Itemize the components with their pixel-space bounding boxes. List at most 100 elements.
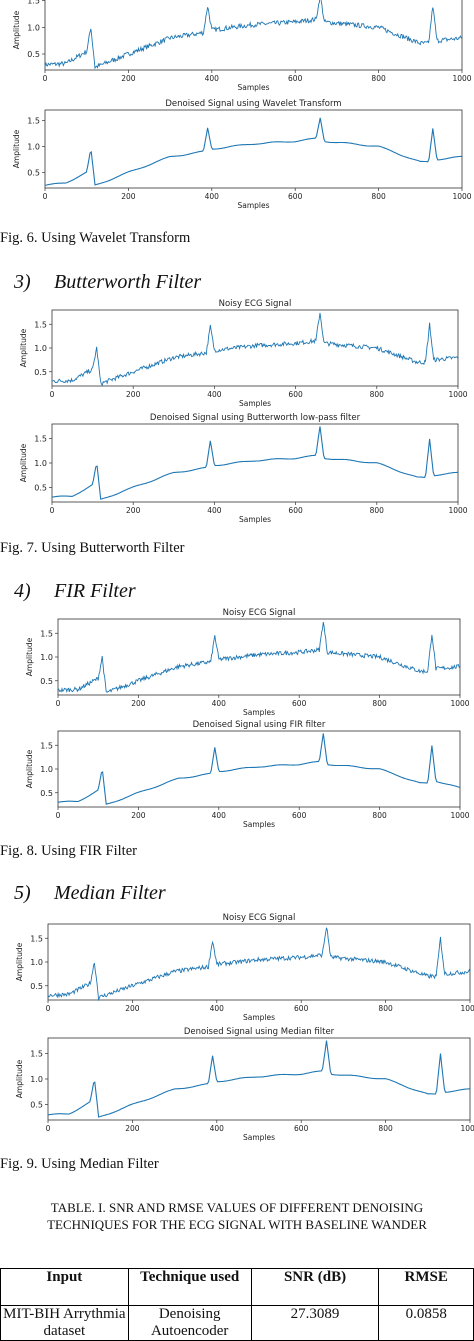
y-tick-label: 0.5 <box>34 483 47 492</box>
x-axis-label: Samples <box>243 708 275 717</box>
plot-frame <box>57 618 461 696</box>
x-tick-label: 200 <box>126 506 141 515</box>
x-tick-label: 800 <box>371 192 386 201</box>
x-tick-label: 200 <box>121 192 136 201</box>
y-axis-label: Amplitude <box>25 749 34 788</box>
plot-title: Denoised Signal using Wavelet Transform <box>165 99 341 109</box>
plot-frame <box>44 109 463 189</box>
plot-frame <box>47 923 471 1001</box>
y-tick-label: 1.5 <box>30 1049 43 1058</box>
table-header-row: Input Technique used SNR (dB) RMSE <box>0 1268 474 1306</box>
section-4-title: FIR Filter <box>54 580 136 602</box>
fig9-plot-noisy: Noisy ECG Signal 0.5 1.0 1.5 0 200 400 600 800 10… <box>15 913 474 1022</box>
plot-frame <box>47 1037 471 1121</box>
results-table: Input Technique used SNR (dB) RMSE MIT-B… <box>0 1268 474 1341</box>
x-tick-label: 1000 <box>448 506 467 515</box>
x-tick-label: 0 <box>43 74 48 83</box>
x-tick-label: 0 <box>50 506 55 515</box>
x-tick-label: 0 <box>50 390 55 399</box>
x-tick-label: 600 <box>288 192 303 201</box>
y-tick-label: 0.5 <box>34 368 47 377</box>
x-tick-label: 600 <box>288 506 303 515</box>
fig8-plot-noisy: Noisy ECG Signal 0.5 1.0 1.5 0 200 400 600 800 10… <box>25 608 470 717</box>
y-tick-label: 0.5 <box>27 50 40 59</box>
y-tick-label: 1.5 <box>27 0 40 6</box>
x-tick-label: 400 <box>210 1004 225 1013</box>
plot-frame <box>51 309 459 387</box>
x-tick-label: 400 <box>212 699 227 708</box>
section-4-number: 4) <box>14 580 31 602</box>
section-3-number: 3) <box>14 271 31 293</box>
signal-line <box>51 426 458 500</box>
x-tick-label: 800 <box>370 390 385 399</box>
y-tick-label: 0.5 <box>40 677 53 686</box>
section-5-heading: 5) Median Filter <box>14 882 166 905</box>
x-tick-label: 600 <box>294 1004 309 1013</box>
x-tick-label: 200 <box>125 1004 140 1013</box>
table-cell-rmse: 0.0858 <box>378 1305 474 1341</box>
x-tick-label: 200 <box>131 811 146 820</box>
signal-line <box>44 117 462 186</box>
x-tick-label: 200 <box>125 1124 140 1133</box>
fig7-caption: Fig. 7. Using Butterworth Filter <box>0 540 185 556</box>
x-axis-label: Samples <box>243 820 275 829</box>
x-tick-label: 400 <box>210 1124 225 1133</box>
y-tick-label: 1.0 <box>40 653 53 662</box>
x-tick-label: 400 <box>212 811 227 820</box>
section-3-title: Butterworth Filter <box>54 271 202 293</box>
y-tick-label: 1.0 <box>27 142 40 151</box>
signal-line <box>47 927 471 1002</box>
x-tick-label: 200 <box>131 699 146 708</box>
x-tick-label: 600 <box>292 811 307 820</box>
x-tick-label: 0 <box>56 699 61 708</box>
x-tick-label: 400 <box>205 74 220 83</box>
x-tick-label: 1000 <box>450 811 469 820</box>
table-cell-input: MIT-BIH Arrythmia dataset <box>0 1305 129 1341</box>
fig9-plot-denoised: Denoised Signal using Median filter 0.5 1.… <box>15 1027 474 1142</box>
y-tick-label: 1.0 <box>40 765 53 774</box>
plot-title: Denoised Signal using Butterworth low-pa… <box>150 413 361 423</box>
plot-title: Noisy ECG Signal <box>219 299 292 309</box>
y-tick-label: 1.0 <box>30 1075 43 1084</box>
y-tick-label: 1.5 <box>40 741 53 750</box>
y-tick-label: 0.5 <box>40 789 53 798</box>
section-5-number: 5) <box>14 882 31 904</box>
x-tick-label: 800 <box>372 699 387 708</box>
table-title-line-1: TABLE. I. SNR AND RMSE VALUES OF DIFFERE… <box>50 1200 424 1215</box>
table-cell-technique: Denoising Autoencoder <box>127 1305 252 1341</box>
x-axis-label: Samples <box>237 201 269 210</box>
table-cell-snr: 27.3089 <box>250 1305 380 1341</box>
table-row: MIT-BIH Arrythmia dataset Denoising Auto… <box>0 1305 474 1341</box>
table-header-input: Input <box>0 1268 129 1306</box>
x-tick-label: 600 <box>288 390 303 399</box>
x-tick-label: 400 <box>205 192 220 201</box>
x-tick-label: 1000 <box>450 699 469 708</box>
fig7-plot-noisy: Noisy ECG Signal 0.5 1.0 1.5 0 200 400 600 800 10… <box>19 299 468 408</box>
section-5-title: Median Filter <box>54 882 166 904</box>
x-tick-label: 0 <box>43 192 48 201</box>
signal-line <box>44 0 463 70</box>
y-tick-label: 0.5 <box>30 982 43 991</box>
y-axis-label: Amplitude <box>15 942 24 981</box>
x-tick-label: 1000 <box>460 1124 474 1133</box>
section-4-heading: 4) FIR Filter <box>14 580 136 603</box>
y-axis-label: Amplitude <box>15 1059 24 1098</box>
x-tick-label: 200 <box>121 74 136 83</box>
fig9-caption: Fig. 9. Using Median Filter <box>0 1156 159 1172</box>
y-tick-label: 1.0 <box>34 344 47 353</box>
y-axis-label: Amplitude <box>12 129 21 168</box>
plot-frame <box>44 0 463 71</box>
signal-line <box>57 622 461 693</box>
plot-title: Noisy ECG Signal <box>223 608 296 618</box>
x-tick-label: 400 <box>207 506 222 515</box>
plot-frame <box>57 730 461 808</box>
x-tick-label: 1000 <box>452 192 471 201</box>
plot-title: Denoised Signal using Median filter <box>184 1027 335 1037</box>
y-axis-label: Amplitude <box>19 328 28 367</box>
x-tick-label: 0 <box>46 1004 51 1013</box>
signal-line <box>51 312 459 386</box>
signal-line <box>57 733 460 805</box>
y-axis-label: Amplitude <box>25 637 34 676</box>
x-tick-label: 200 <box>126 390 141 399</box>
signal-line <box>47 1040 470 1118</box>
